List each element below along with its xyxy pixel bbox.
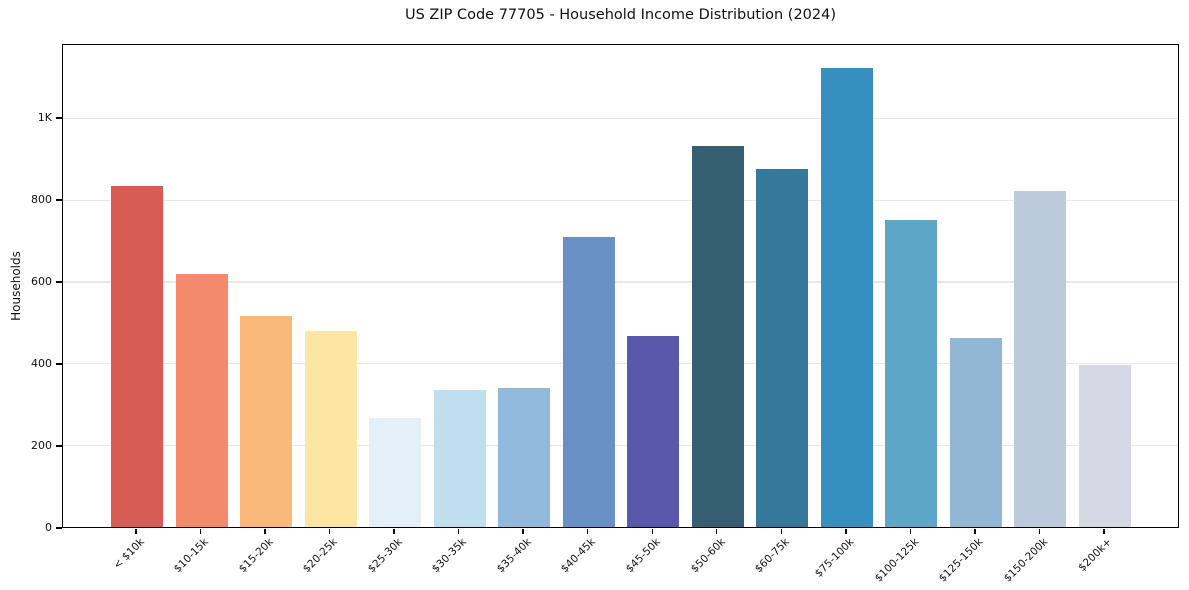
x-tick-mark-12 xyxy=(909,529,912,534)
bar-40-45k xyxy=(562,237,615,527)
x-tick-mark-11 xyxy=(845,529,847,534)
x-tick-label-8: $45-50k xyxy=(623,536,663,576)
x-tick-mark-4 xyxy=(393,529,395,534)
x-tick-label-7: $40-45k xyxy=(559,536,599,576)
x-tick-label-9: $50-60k xyxy=(688,536,728,576)
gridline-600 xyxy=(63,281,1178,283)
bar-100-125k xyxy=(885,219,938,527)
x-tick-mark-8 xyxy=(651,529,653,534)
bar-25-30k xyxy=(369,417,422,527)
x-tick-mark-9 xyxy=(716,529,718,534)
x-tick-label-15: $200k+ xyxy=(1076,536,1115,574)
x-tick-label-5: $30-35k xyxy=(430,536,470,576)
x-tick-label-14: $150-200k xyxy=(1001,536,1050,585)
bar-30-35k xyxy=(433,390,486,527)
x-tick-label-4: $25-30k xyxy=(365,536,405,576)
bar-150-200k xyxy=(1014,191,1067,527)
bar-10-15k xyxy=(175,273,228,527)
y-tick-label-1K: 1K xyxy=(37,110,52,124)
x-tick-mark-3 xyxy=(328,529,331,534)
x-tick-label-2: $15-20k xyxy=(236,536,276,576)
x-tick-mark-7 xyxy=(587,529,589,534)
gridline-400 xyxy=(63,363,1178,365)
bar-200k xyxy=(1078,364,1131,527)
x-tick-mark-14 xyxy=(1038,529,1041,534)
bar-15-20k xyxy=(240,316,293,527)
x-tick-label-13: $125-150k xyxy=(936,536,986,585)
x-tick-label-0: < $10k xyxy=(110,536,147,572)
plot-area xyxy=(62,44,1179,528)
x-tick-label-1: $10-15k xyxy=(171,536,212,576)
y-tick-label-200: 200 xyxy=(31,438,52,452)
x-tick-mark-13 xyxy=(974,529,976,534)
gridline-200 xyxy=(63,444,1178,446)
bar-20-25k xyxy=(304,331,357,527)
bar-35-40k xyxy=(498,387,551,527)
y-tick-mark-200 xyxy=(55,445,62,447)
bar-10k xyxy=(111,185,163,527)
x-tick-label-12: $100-125k xyxy=(872,536,921,585)
x-tick-label-11: $75-100k xyxy=(812,536,857,580)
y-tick-mark-800 xyxy=(55,199,62,201)
y-tick-label-800: 800 xyxy=(31,192,52,206)
x-tick-mark-0 xyxy=(135,529,137,534)
bar-45-50k xyxy=(627,335,680,527)
x-tick-mark-6 xyxy=(522,529,524,534)
x-tick-label-3: $20-25k xyxy=(301,536,341,576)
gridline-1K xyxy=(63,117,1178,120)
y-tick-label-400: 400 xyxy=(31,356,52,370)
y-tick-mark-1K xyxy=(55,117,62,119)
x-tick-mark-10 xyxy=(780,529,783,534)
bar-60-75k xyxy=(756,168,809,527)
chart-title: US ZIP Code 77705 - Household Income Dis… xyxy=(404,7,837,23)
y-tick-mark-400 xyxy=(55,363,62,365)
y-tick-mark-600 xyxy=(55,281,62,283)
x-tick-label-10: $60-75k xyxy=(752,536,792,576)
bar-50-60k xyxy=(691,145,744,527)
bar-75-100k xyxy=(820,67,873,527)
x-tick-label-6: $35-40k xyxy=(494,536,534,576)
gridline-800 xyxy=(63,199,1178,201)
x-tick-mark-2 xyxy=(264,529,266,534)
y-tick-label-0: 0 xyxy=(45,521,52,534)
x-tick-mark-5 xyxy=(457,529,460,534)
y-tick-mark-0 xyxy=(55,527,62,529)
bar-125-150k xyxy=(949,337,1002,527)
x-tick-mark-1 xyxy=(199,529,202,534)
y-tick-label-600: 600 xyxy=(31,274,52,288)
x-tick-mark-15 xyxy=(1103,529,1105,534)
